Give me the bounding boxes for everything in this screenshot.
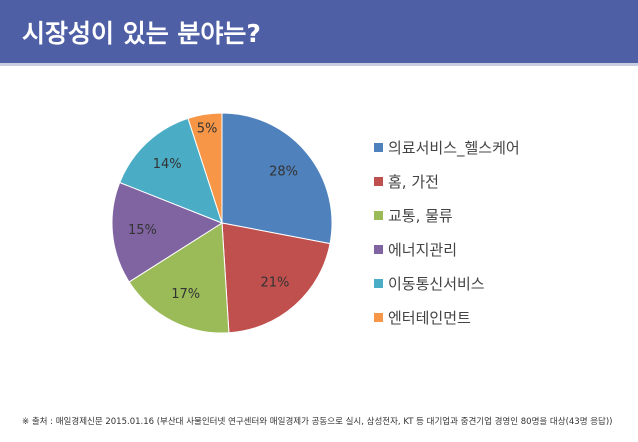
data-label-entertainment: 5% — [197, 122, 218, 137]
chart-legend: 의료서비스_헬스케어 홈, 가전 교통, 물류 에너지관리 이동통신서비스 엔터… — [374, 130, 520, 334]
legend-label-entertainment: 엔터테인먼트 — [388, 308, 471, 327]
page-title: 시장성이 있는 분야는? — [22, 19, 261, 48]
legend-label-transport-logistics: 교통, 물류 — [388, 206, 453, 225]
data-label-home-appliance: 21% — [260, 276, 289, 291]
legend-item-mobile: 이동통신서비스 — [374, 266, 520, 300]
legend-label-mobile: 이동통신서비스 — [388, 274, 485, 293]
legend-swatch-energy — [374, 244, 383, 254]
pie-slice-energy — [111, 181, 224, 283]
legend-swatch-healthcare — [374, 142, 383, 152]
title-bar: 시장성이 있는 분야는? — [0, 0, 638, 63]
data-label-energy: 15% — [128, 223, 157, 238]
legend-item-energy: 에너지관리 — [374, 232, 520, 266]
pie-slice-transport-logistics — [128, 222, 230, 334]
data-label-healthcare: 28% — [269, 165, 298, 180]
pie-slice-healthcare — [221, 112, 333, 245]
source-note: ※ 출처 : 매일경제신문 2015.01.16 (부산대 사물인터넷 연구센터… — [22, 417, 613, 427]
legend-label-energy: 에너지관리 — [388, 240, 458, 259]
legend-swatch-entertainment — [374, 312, 383, 322]
data-label-transport-logistics: 17% — [171, 287, 200, 302]
legend-item-transport-logistics: 교통, 물류 — [374, 198, 520, 232]
legend-swatch-home-appliance — [374, 176, 383, 186]
legend-label-home-appliance: 홈, 가전 — [388, 172, 439, 191]
data-label-mobile: 14% — [153, 157, 182, 172]
legend-item-entertainment: 엔터테인먼트 — [374, 300, 520, 334]
pie-slice-home-appliance — [221, 222, 331, 334]
legend-item-healthcare: 의료서비스_헬스케어 — [374, 130, 520, 164]
legend-label-healthcare: 의료서비스_헬스케어 — [388, 138, 520, 157]
title-divider — [0, 63, 638, 66]
legend-item-home-appliance: 홈, 가전 — [374, 164, 520, 198]
legend-swatch-mobile — [374, 278, 383, 288]
legend-swatch-transport-logistics — [374, 210, 383, 220]
pie-slice-entertainment — [187, 112, 223, 224]
